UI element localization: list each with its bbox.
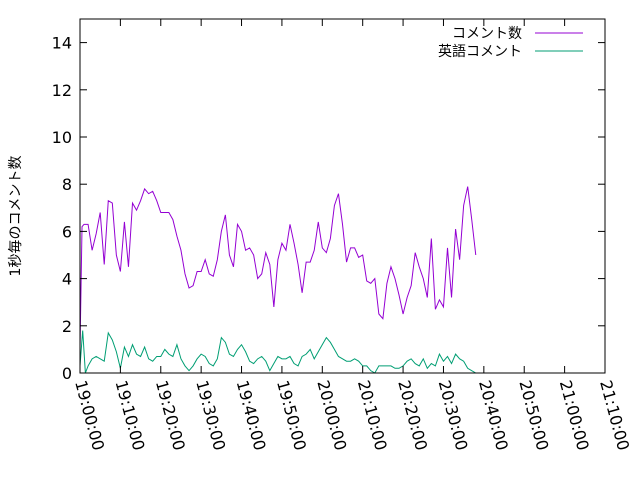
series-line-1 xyxy=(79,186,477,350)
y-tick-label: 12 xyxy=(52,81,72,100)
series-line-2 xyxy=(79,330,477,374)
y-tick-label: 2 xyxy=(62,317,72,336)
plot-frame xyxy=(79,18,606,374)
y-tick-label: 0 xyxy=(62,364,72,383)
y-axis: 0 2 4 6 8 10 12 14 xyxy=(52,34,605,383)
y-axis-label: 1秒毎のコメント数 xyxy=(8,156,24,277)
y-tick-label: 10 xyxy=(52,128,72,147)
y-tick-label: 6 xyxy=(62,222,72,241)
y-tick-label: 8 xyxy=(62,175,72,194)
legend-label-1: コメント数 xyxy=(452,26,522,42)
y-tick-label: 4 xyxy=(62,270,72,289)
legend-label-2: 英語コメント xyxy=(438,43,522,60)
y-tick-label: 14 xyxy=(52,34,72,53)
series-layer xyxy=(79,186,477,374)
